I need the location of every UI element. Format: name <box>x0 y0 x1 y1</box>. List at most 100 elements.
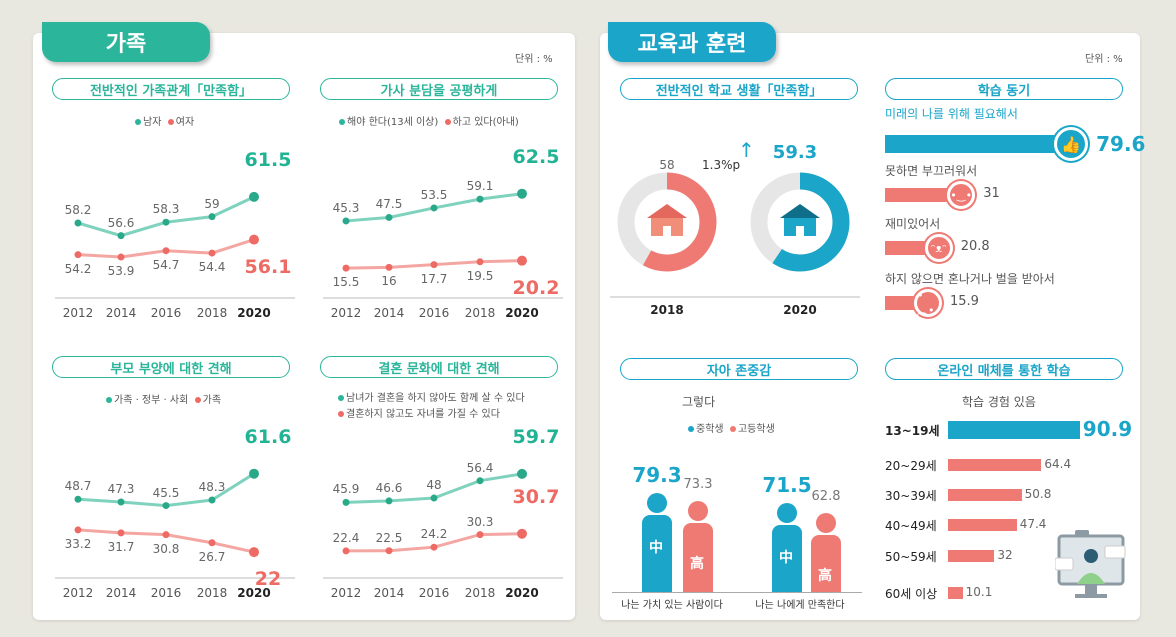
data-point <box>517 188 527 199</box>
category-label: 나는 가치 있는 사람이다 <box>621 600 723 611</box>
data-label: 56.1 <box>244 255 292 278</box>
legend-label: 가족 · 정부 · 사회 <box>114 395 189 406</box>
data-point <box>342 264 350 272</box>
legend-label: 가족 <box>202 395 222 406</box>
data-point <box>249 468 259 479</box>
data-label: 48.7 <box>64 479 92 494</box>
data-label: 59 <box>204 196 220 211</box>
person-head <box>777 502 797 523</box>
online-subtitle: 학습 경험 있음 <box>962 395 1036 409</box>
age-label: 20~29세 <box>885 459 937 473</box>
legend-housework: 해야 한다(13세 이상) 하고 있다(아내) <box>339 113 519 128</box>
motivation-bar <box>885 296 920 310</box>
bar-mark: 中 <box>649 540 663 557</box>
data-label: 53.9 <box>107 264 135 279</box>
legend-label: 하고 있다(아내) <box>452 117 519 128</box>
category-label: 나는 나에게 만족한다 <box>755 600 845 611</box>
legend-parent-support: 가족 · 정부 · 사회 가족 <box>106 391 221 406</box>
x-tick-label: 2016 <box>150 586 182 600</box>
x-tick-label: 2018 <box>464 586 496 600</box>
bar-chart-online: 13~19세 90.9 20~29세 64.4 30~39세 50.8 40~49세 47.4… <box>885 417 1135 610</box>
x-tick-label: 2016 <box>418 306 450 320</box>
motivation-value: 31 <box>983 186 1000 201</box>
person-bar <box>642 515 672 592</box>
data-label: 46.6 <box>375 480 403 495</box>
data-point <box>117 232 125 240</box>
data-label: 19.5 <box>466 268 494 283</box>
data-label: 17.7 <box>420 271 448 286</box>
legend-label: 결혼하지 않고도 자녀를 가질 수 있다 <box>346 409 500 420</box>
person-head <box>816 513 836 534</box>
person-bar <box>772 524 802 592</box>
data-point <box>208 249 216 257</box>
data-point <box>74 251 82 259</box>
bar-mark: 中 <box>779 549 793 566</box>
line-chart-family-satisfaction: 58.2 56.6 58.3 59 61.5 54.2 53.9 54.7 54.4 56.1 20… <box>50 140 300 325</box>
bar-chart-motivation: 미래의 나를 위해 필요해서 👍 79.6 못하면 부끄러워서 •‿• 31 재미있어서 ᵔᴥ… <box>885 105 1145 325</box>
x-tick-label: 2014 <box>105 586 137 600</box>
line-chart-housework: 45.3 47.5 53.5 59.1 62.5 15.5 16 17.7 19.5 20.2 20… <box>318 140 568 325</box>
up-arrow-icon: ↑ <box>738 138 755 162</box>
x-tick-label: 2012 <box>330 306 362 320</box>
data-point <box>342 547 350 555</box>
data-label: 22 <box>254 568 282 591</box>
x-tick-label: 2018 <box>464 306 496 320</box>
legend-label: 여자 <box>175 117 195 128</box>
data-label: 62.5 <box>512 145 560 168</box>
data-point <box>385 263 393 271</box>
motivation-value: 15.9 <box>949 294 979 309</box>
x-tick-label: 2012 <box>330 586 362 600</box>
data-label: 59.7 <box>512 425 560 448</box>
legend-label: 남녀가 결혼을 하지 않아도 함께 살 수 있다 <box>346 393 525 404</box>
face-icon: •‿• <box>947 181 976 209</box>
legend-family-satisfaction: 남자 여자 <box>135 113 194 128</box>
data-label: 30.3 <box>466 514 494 529</box>
data-point <box>430 494 438 502</box>
data-point <box>430 543 438 551</box>
data-point <box>517 468 527 479</box>
age-value: 10.1 <box>965 585 993 599</box>
age-value: 90.9 <box>1082 417 1133 441</box>
data-point <box>385 497 393 505</box>
chart-title-marriage: 결혼 문화에 대한 견해 <box>320 356 558 378</box>
person-bar <box>811 535 841 592</box>
data-label: 31.7 <box>107 539 135 554</box>
age-label: 13~19세 <box>885 424 940 438</box>
data-label: 20.2 <box>512 276 560 299</box>
donut-charts-school: 2018 58 2020 59.3 1.3%p ↑ <box>610 138 870 330</box>
age-bar <box>948 459 1042 471</box>
data-label: 58.3 <box>152 202 180 217</box>
chart-title-self-esteem: 자아 존중감 <box>620 358 858 380</box>
data-point <box>517 528 527 539</box>
x-tick-label: 2012 <box>62 586 94 600</box>
data-label: 54.7 <box>152 257 180 272</box>
chart-title-housework: 가사 분담을 공평하게 <box>320 78 558 100</box>
data-point <box>117 498 125 506</box>
person-bar <box>683 522 713 592</box>
donut-value-label: 59.3 <box>772 142 818 163</box>
data-point <box>117 253 125 261</box>
donut-year-label: 2018 <box>650 303 684 317</box>
plot-area <box>323 468 563 579</box>
data-point <box>249 191 259 202</box>
chart-title-parent-support: 부모 부양에 대한 견해 <box>52 356 290 378</box>
data-label: 61.6 <box>244 425 292 448</box>
legend-label: 중학생 <box>696 424 724 435</box>
plot-area <box>55 468 295 579</box>
data-label: 16 <box>381 274 397 289</box>
data-point <box>74 219 82 227</box>
age-bar <box>948 587 963 599</box>
data-point <box>430 204 438 212</box>
data-point <box>249 547 259 558</box>
face-icon: ᵔᴥᵔ <box>924 234 953 262</box>
online-learning-monitor-icon <box>1054 530 1127 602</box>
x-tick-label: 2020 <box>237 586 271 600</box>
age-label: 30~39세 <box>885 489 937 503</box>
person-head <box>688 500 708 521</box>
donut-slice <box>750 172 850 272</box>
bar-value-label: 79.3 <box>632 463 682 488</box>
age-value: 47.4 <box>1019 517 1047 531</box>
data-point <box>430 261 438 269</box>
motivation-label: 못하면 부끄러워서 <box>885 164 978 178</box>
line-chart-parent-support: 48.7 47.3 45.5 48.3 61.6 33.2 31.7 30.8 26.7 22 20… <box>50 420 300 605</box>
